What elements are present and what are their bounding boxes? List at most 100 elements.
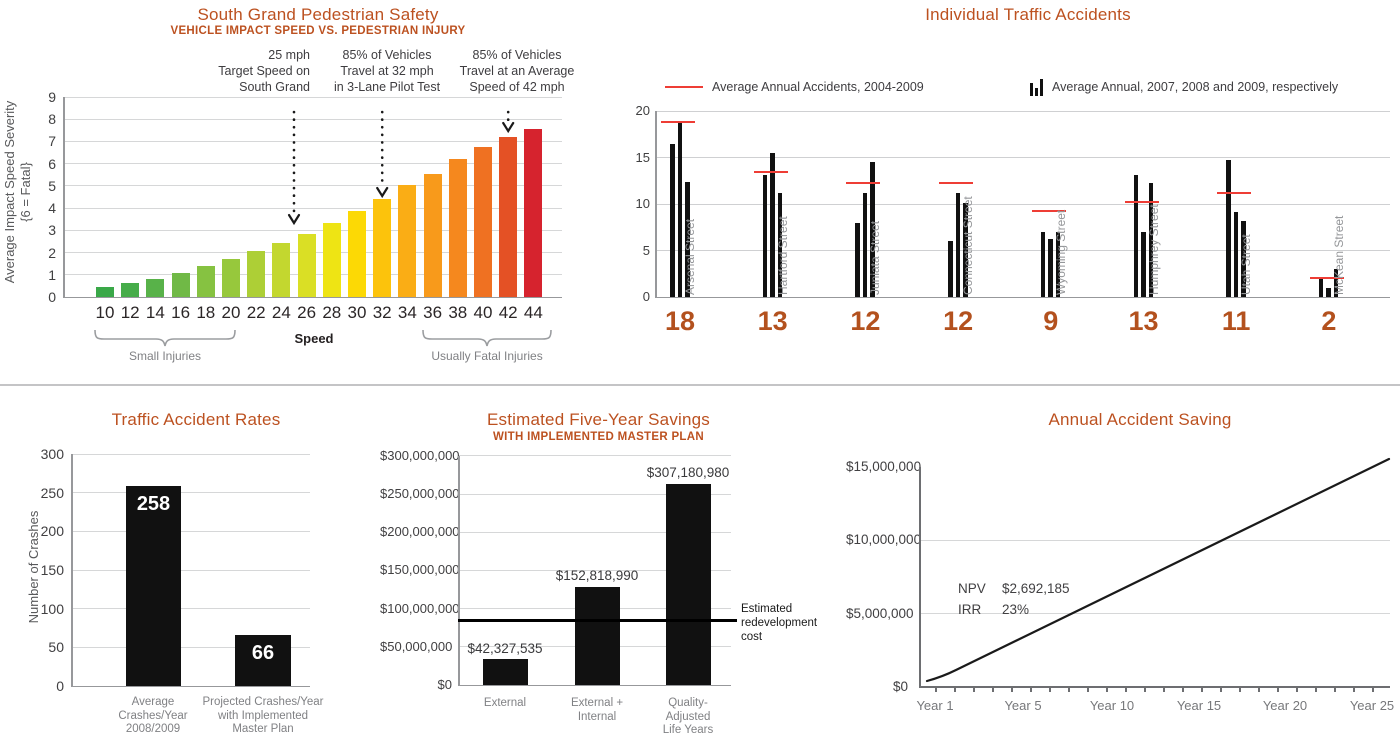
bar	[1326, 287, 1331, 297]
x-category-label: Quality- Adjusted Life Years	[662, 697, 714, 736]
five-year-savings-chart: Estimated Five-Year Savings WITH IMPLEME…	[380, 385, 860, 741]
range-label-small-injuries: Small Injuries	[128, 349, 202, 363]
x-category-label: Average Crashes/Year 2008/2009	[118, 696, 188, 735]
gridline	[71, 685, 310, 687]
bar	[685, 181, 690, 297]
gridline	[655, 110, 1390, 112]
bar	[1233, 211, 1239, 297]
bar	[247, 251, 266, 297]
bar	[1133, 174, 1138, 297]
x-tick-label: 18	[196, 303, 216, 322]
bar-value-label: 66	[251, 641, 275, 664]
average-line	[661, 120, 695, 123]
bar-value-label: 258	[136, 493, 171, 516]
x-tick	[1011, 687, 1013, 692]
street-total: 12	[943, 306, 974, 336]
bar	[1318, 278, 1324, 297]
x-tick	[1068, 687, 1070, 692]
y-tick-label: $0	[892, 679, 908, 694]
gridline	[458, 455, 731, 457]
bar-value-label: $152,818,990	[555, 568, 639, 583]
average-line	[939, 181, 974, 184]
street-label: Juniata Street	[868, 220, 883, 295]
y-tick-label: $10,000,000	[846, 532, 922, 547]
bar	[665, 484, 711, 685]
x-tick	[1144, 687, 1146, 692]
chart-subtitle: WITH IMPLEMENTED MASTER PLAN	[493, 431, 704, 443]
x-tick	[1239, 687, 1241, 692]
gridline	[655, 296, 1390, 298]
y-axis-line	[655, 111, 657, 297]
x-tick	[1087, 687, 1089, 692]
x-tick-label: 12	[120, 303, 140, 322]
street-total: 13	[1128, 306, 1159, 336]
y-tick-label: 3	[48, 222, 56, 239]
irr-label: IRR	[958, 602, 982, 617]
x-tick	[973, 687, 975, 692]
bar	[126, 486, 181, 686]
gridline	[63, 140, 562, 142]
x-axis-line	[919, 686, 1390, 688]
x-tick-label: 24	[271, 303, 291, 322]
bar	[770, 153, 775, 297]
bar	[1048, 239, 1053, 297]
bar	[1148, 182, 1153, 297]
individual-accidents-chart: Individual Traffic Accidents Average Ann…	[620, 0, 1400, 385]
x-tick	[1315, 687, 1317, 692]
arrows-and-braces	[94, 110, 552, 347]
bar	[322, 222, 341, 297]
npv-irr-annotation: NPV $2,692,185 IRR 23%	[958, 578, 1070, 620]
x-tick-label: 38	[448, 303, 468, 322]
annotation-25mph: 25 mph Target Speed on South Grand	[218, 48, 310, 94]
x-tick	[954, 687, 956, 692]
gridline	[63, 163, 562, 165]
x-tick-label: Year 5	[1004, 698, 1042, 713]
x-tick-label: 44	[523, 303, 543, 322]
bar	[482, 659, 528, 685]
gridline	[63, 229, 562, 231]
x-tick-label: 14	[145, 303, 165, 322]
gridline	[63, 96, 562, 98]
gridline	[458, 531, 731, 533]
bar	[1040, 232, 1046, 297]
x-tick-label: Year 20	[1262, 698, 1308, 713]
bar	[762, 174, 768, 297]
gridline	[458, 569, 731, 571]
x-tick	[1353, 687, 1355, 692]
street-total: 2	[1321, 306, 1337, 336]
gridline	[655, 157, 1390, 159]
bar	[499, 137, 518, 297]
range-label-fatal-injuries: Usually Fatal Injuries	[431, 349, 543, 363]
average-line	[846, 181, 881, 184]
average-line	[753, 170, 788, 173]
gridline	[71, 530, 310, 532]
gridline	[71, 569, 310, 571]
x-tick-label: 34	[397, 303, 417, 322]
x-tick-label: Year 15	[1176, 698, 1222, 713]
bar	[171, 272, 190, 297]
bar	[196, 265, 215, 297]
street-label: Connecticut Street	[961, 196, 976, 295]
y-tick-label: 0	[642, 289, 650, 304]
street-total: 18	[664, 306, 696, 336]
y-tick-label: 150	[40, 562, 64, 578]
x-tick	[1106, 687, 1108, 692]
x-tick	[1125, 687, 1127, 692]
gridline	[63, 185, 562, 187]
x-tick	[1296, 687, 1298, 692]
y-tick-label: $150,000,000	[380, 562, 460, 578]
x-tick	[1277, 687, 1279, 692]
x-tick	[1163, 687, 1165, 692]
chart-title: Individual Traffic Accidents	[925, 5, 1131, 24]
y-tick-label: 8	[48, 111, 56, 128]
gridline	[458, 493, 731, 495]
bar	[870, 162, 875, 297]
bar	[348, 211, 366, 297]
bar-value-label: $307,180,980	[646, 465, 730, 480]
y-axis-line	[63, 97, 65, 297]
average-line	[1309, 277, 1344, 280]
average-line	[1217, 192, 1252, 195]
street-total: 13	[757, 306, 788, 336]
x-category-label: External + Internal	[570, 697, 624, 723]
